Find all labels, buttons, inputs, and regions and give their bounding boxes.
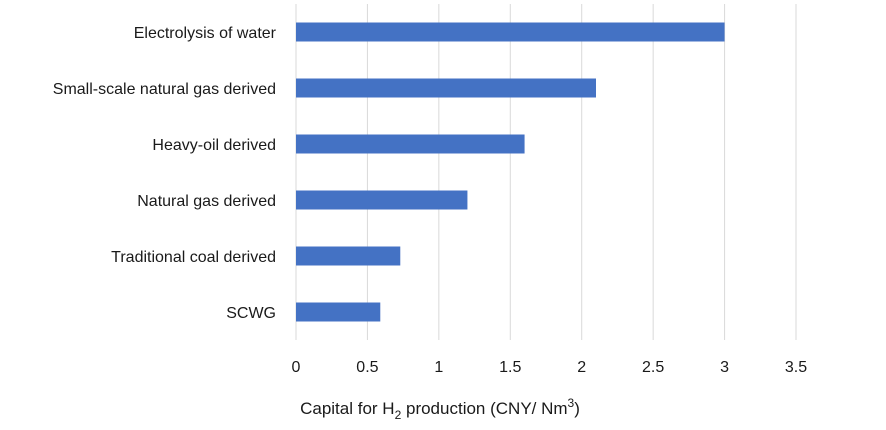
category-label: Natural gas derived <box>137 193 276 210</box>
bars <box>296 22 725 322</box>
x-tick-labels: 0 0.5 1 1.5 2 2.5 3 3.5 <box>292 359 808 376</box>
x-tick-label: 1.5 <box>499 359 521 376</box>
gridlines <box>295 4 797 340</box>
x-tick-label: 3.5 <box>785 359 807 376</box>
x-axis-title: Capital for H2 production (CNY/ Nm3) <box>300 396 580 422</box>
category-label: Electrolysis of water <box>134 25 277 42</box>
category-label: SCWG <box>226 305 276 322</box>
bar <box>296 246 401 266</box>
x-tick-label: 1 <box>434 359 443 376</box>
category-label: Small-scale natural gas derived <box>53 81 276 98</box>
x-tick-label: 2 <box>577 359 586 376</box>
bar <box>296 22 725 42</box>
bar <box>296 78 596 98</box>
x-tick-label: 2.5 <box>642 359 664 376</box>
category-label: Traditional coal derived <box>111 249 276 266</box>
x-tick-label: 3 <box>720 359 729 376</box>
x-tick-label: 0 <box>292 359 301 376</box>
category-labels: Electrolysis of water Small-scale natural… <box>53 25 277 322</box>
category-label: Heavy-oil derived <box>152 137 276 154</box>
x-tick-label: 0.5 <box>356 359 378 376</box>
bar <box>296 134 525 154</box>
bar <box>296 190 468 210</box>
bar <box>296 302 381 322</box>
